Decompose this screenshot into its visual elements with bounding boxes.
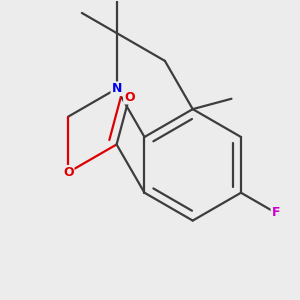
Text: O: O	[124, 91, 135, 103]
Text: N: N	[111, 82, 122, 95]
Text: O: O	[63, 166, 74, 179]
Text: F: F	[272, 206, 280, 219]
